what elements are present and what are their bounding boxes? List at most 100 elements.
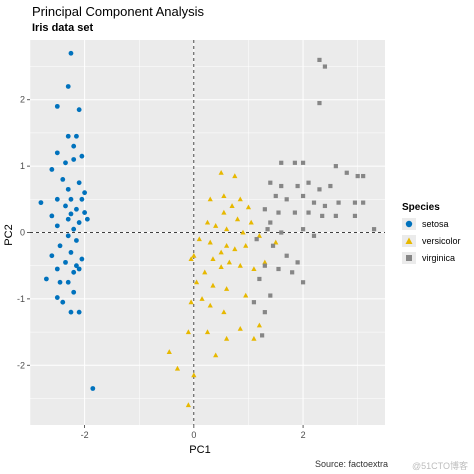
legend: Species setosa versicolor virginica: [402, 202, 461, 264]
setosa-point: [49, 253, 55, 259]
setosa-point: [54, 103, 60, 109]
y-axis-ticks: -2 -1 0 1 2: [17, 95, 30, 370]
virginica-point: [254, 237, 259, 242]
virginica-point: [268, 220, 273, 225]
setosa-point: [57, 279, 63, 285]
versicolor-point: [204, 329, 211, 335]
y-tick-label: -2: [17, 360, 25, 370]
versicolor-point: [193, 279, 200, 285]
setosa-point: [63, 259, 68, 265]
virginica-point: [257, 276, 262, 282]
versicolor-point: [207, 196, 213, 202]
y-tick-label: 2: [20, 95, 25, 105]
versicolor-point: [210, 256, 216, 262]
versicolor-point: [191, 372, 197, 378]
legend-label-setosa: setosa: [422, 219, 449, 229]
virginica-point: [276, 266, 281, 272]
versicolor-point: [256, 233, 262, 238]
versicolor-point: [210, 282, 216, 288]
versicolor-point: [256, 322, 262, 328]
versicolor-point: [188, 299, 194, 305]
virginica-point: [279, 160, 284, 165]
legend-marker-setosa: [405, 220, 413, 228]
virginica-point: [311, 233, 317, 238]
setosa-point: [79, 256, 85, 262]
setosa-point: [54, 223, 60, 229]
setosa-point: [79, 196, 85, 202]
virginica-point: [262, 263, 267, 268]
versicolor-point: [221, 209, 227, 215]
setosa-point: [60, 176, 66, 182]
setosa-point: [65, 84, 71, 89]
virginica-point: [279, 183, 284, 189]
versicolor-point: [204, 219, 211, 225]
grid-lines: [29, 40, 385, 425]
virginica-point: [300, 193, 306, 199]
setosa-point: [90, 386, 96, 391]
setosa-point: [71, 143, 77, 149]
virginica-point: [371, 227, 377, 232]
virginica-point: [276, 210, 281, 215]
chart-subtitle: Iris data set: [32, 22, 94, 34]
versicolor-point: [207, 239, 213, 245]
virginica-point: [284, 197, 289, 202]
virginica-point: [260, 333, 265, 338]
versicolor-point: [237, 262, 243, 268]
setosa-point: [54, 196, 60, 202]
virginica-point: [300, 160, 306, 165]
legend-title: Species: [402, 202, 440, 213]
setosa-point: [76, 266, 82, 272]
versicolor-point: [229, 203, 235, 208]
virginica-point: [320, 213, 325, 219]
virginica-point: [311, 200, 317, 205]
setosa-point: [65, 233, 71, 239]
setosa-point: [65, 216, 71, 222]
data-points: [38, 50, 377, 408]
virginica-point: [300, 227, 306, 232]
setosa-point: [60, 299, 66, 305]
virginica-point: [300, 280, 306, 285]
versicolor-point: [185, 402, 191, 408]
virginica-point: [262, 310, 267, 315]
virginica-point: [322, 64, 328, 69]
versicolor-point: [213, 223, 219, 228]
setosa-point: [71, 289, 77, 295]
versicolor-point: [202, 269, 208, 275]
setosa-point: [74, 238, 79, 243]
virginica-point: [306, 210, 311, 215]
virginica-point: [361, 173, 366, 179]
versicolor-point: [251, 335, 257, 341]
virginica-point: [333, 164, 338, 169]
setosa-point: [38, 200, 44, 206]
source-caption: Source: factoextra: [314, 459, 388, 469]
virginica-point: [352, 200, 358, 205]
setosa-point: [82, 210, 88, 215]
versicolor-point: [174, 365, 181, 371]
legend-marker-virginica: [406, 255, 412, 261]
virginica-point: [317, 57, 322, 63]
versicolor-point: [199, 296, 205, 301]
versicolor-point: [262, 259, 268, 265]
setosa-point: [68, 250, 74, 255]
legend-label-versicolor: versicolor: [422, 236, 461, 246]
setosa-point: [68, 50, 74, 56]
versicolor-point: [240, 229, 246, 235]
setosa-point: [76, 220, 82, 225]
versicolor-point: [218, 249, 224, 255]
x-tick-label: 0: [191, 430, 196, 440]
versicolor-point: [188, 256, 194, 262]
virginica-point: [268, 293, 273, 298]
versicolor-point: [224, 335, 230, 341]
virginica-point: [317, 100, 322, 106]
versicolor-point: [218, 264, 224, 270]
setosa-point: [76, 107, 82, 113]
virginica-point: [268, 180, 273, 185]
versicolor-point: [243, 292, 249, 298]
versicolor-point: [248, 219, 254, 225]
virginica-point: [317, 187, 322, 192]
virginica-point: [333, 213, 338, 219]
virginica-point: [352, 213, 358, 219]
x-axis-ticks: -2 0 2: [81, 425, 306, 440]
virginica-point: [328, 183, 333, 189]
setosa-point: [49, 167, 55, 172]
